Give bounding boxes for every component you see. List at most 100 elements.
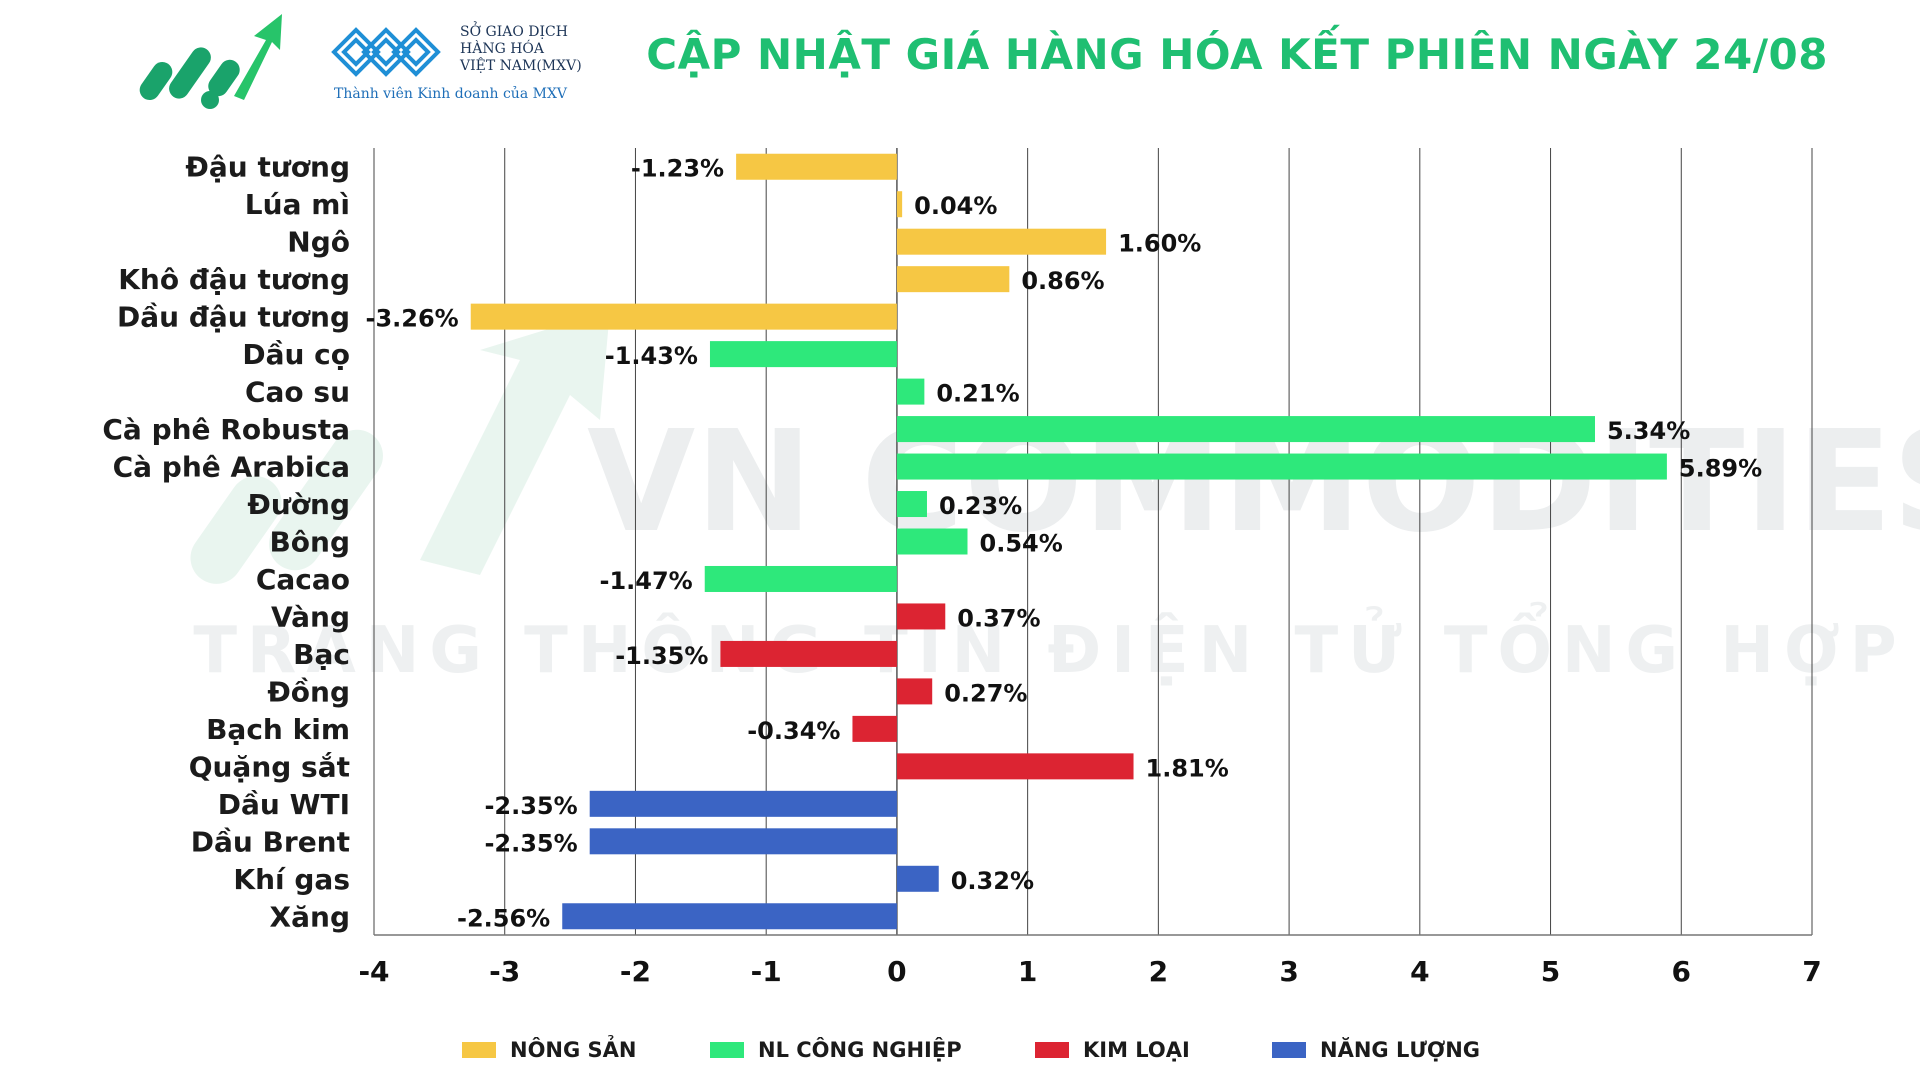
value-label: 5.34% [1607,417,1690,445]
x-tick-label: 3 [1279,955,1298,988]
category-label: Quặng sắt [189,750,350,783]
x-tick-label: 4 [1410,955,1429,988]
bar [704,565,897,592]
value-label: 1.60% [1118,230,1201,258]
category-label: Đường [247,488,350,521]
category-label: Dầu WTI [218,788,350,821]
value-label: 0.23% [939,492,1022,520]
value-label: -0.34% [747,717,840,745]
bar [896,678,933,705]
category-label: Dầu Brent [191,825,350,858]
value-label: -2.35% [484,792,577,820]
legend-label: KIM LOẠI [1083,1038,1190,1062]
legend-label: NÔNG SẢN [510,1038,637,1062]
bar [589,828,897,855]
mxv-tagline: Thành viên Kinh doanh của MXV [334,86,568,102]
category-label: Khí gas [233,863,350,896]
x-tick-label: 0 [887,955,906,988]
bars [470,153,1667,930]
x-tick-label: -4 [358,955,389,988]
legend-swatch [1272,1042,1306,1058]
value-label: -3.26% [366,305,459,333]
category-label: Cao su [245,376,350,409]
value-label: -1.43% [605,342,698,370]
legend: NÔNG SẢN NL CÔNG NGHIỆP KIM LOẠI NĂNG LƯỢNG [0,1038,1920,1078]
category-label: Dầu cọ [242,338,350,371]
category-label: Khô đậu tương [118,263,350,296]
legend-swatch [710,1042,744,1058]
bar [896,753,1134,780]
mxv-line-3: VIỆT NAM(MXV) [460,58,582,74]
mxv-diamond-logo-icon [331,27,441,77]
value-label: -1.35% [615,642,708,670]
value-label: 5.89% [1679,455,1762,483]
bar [896,453,1667,480]
category-label: Cà phê Robusta [102,413,350,446]
value-label: 1.81% [1146,754,1229,782]
bar [896,528,968,555]
legend-swatch [462,1042,496,1058]
x-tick-label: 1 [1018,955,1037,988]
value-label: -2.56% [457,904,550,932]
value-label: 0.54% [980,530,1063,558]
header: SỞ GIAO DỊCH HÀNG HÓA VIỆT NAM(MXV) Thàn… [0,0,1920,130]
x-tick-label: 2 [1149,955,1168,988]
category-label: Bông [269,526,350,559]
bar [709,341,897,368]
value-label: 0.37% [957,604,1040,632]
bar [896,416,1595,443]
growth-arrow-logo-icon [139,14,282,109]
category-label: Cà phê Arabica [113,451,350,484]
mxv-logo: SỞ GIAO DỊCH HÀNG HÓA VIỆT NAM(MXV) Thàn… [330,20,590,110]
x-tick-label: -2 [620,955,651,988]
page-title: CẬP NHẬT GIÁ HÀNG HÓA KẾT PHIÊN NGÀY 24/… [646,30,1828,79]
legend-label: NL CÔNG NGHIỆP [758,1038,962,1062]
value-label: -1.23% [631,155,724,183]
category-label: Đậu tương [185,151,350,184]
watermark: VN COMMODITIES TRANG THÔNG TIN ĐIỆN TỬ T… [190,310,1920,688]
bar [736,153,897,180]
x-tick-label: -3 [489,955,520,988]
legend-item: KIM LOẠI [1035,1038,1190,1062]
bar [896,865,939,892]
mxv-line-2: HÀNG HÓA [460,41,544,57]
value-label: 0.32% [951,867,1034,895]
value-label: 0.21% [936,380,1019,408]
x-tick-label: 6 [1672,955,1691,988]
legend-item: NĂNG LƯỢNG [1272,1038,1480,1062]
legend-item: NÔNG SẢN [462,1038,637,1062]
category-label: Cacao [256,563,350,596]
legend-item: NL CÔNG NGHIỆP [710,1038,962,1062]
mxv-line-1: SỞ GIAO DỊCH [460,24,568,40]
category-label: Dầu đậu tương [117,301,350,334]
value-label: 0.86% [1021,267,1104,295]
value-label: 0.04% [914,192,997,220]
bar [896,491,927,518]
category-label: Đồng [267,675,350,708]
bar-chart: VN COMMODITIES TRANG THÔNG TIN ĐIỆN TỬ T… [102,148,1920,988]
legend-swatch [1035,1042,1069,1058]
bar [896,603,946,630]
watermark-subtitle: TRANG THÔNG TIN ĐIỆN TỬ TỔNG HỢP [193,601,1906,688]
category-label: Ngô [287,226,350,259]
bar [852,715,897,742]
category-label: Bạc [293,638,350,671]
bar [589,790,897,817]
watermark-logo-icon [190,310,610,584]
bar [896,378,925,405]
legend-label: NĂNG LƯỢNG [1320,1038,1481,1062]
category-label: Vàng [271,600,350,633]
x-tick-label: 5 [1541,955,1560,988]
bar [896,266,1010,293]
category-label: Lúa mì [245,188,350,221]
category-label: Xăng [270,900,350,933]
x-tick-label: -1 [751,955,782,988]
bar [562,903,897,930]
x-tick-label: 7 [1802,955,1821,988]
bar [896,191,903,218]
category-label: Bạch kim [206,713,350,746]
value-label: -1.47% [600,567,693,595]
bar [470,303,897,330]
value-label: 0.27% [944,679,1027,707]
value-label: -2.35% [484,829,577,857]
